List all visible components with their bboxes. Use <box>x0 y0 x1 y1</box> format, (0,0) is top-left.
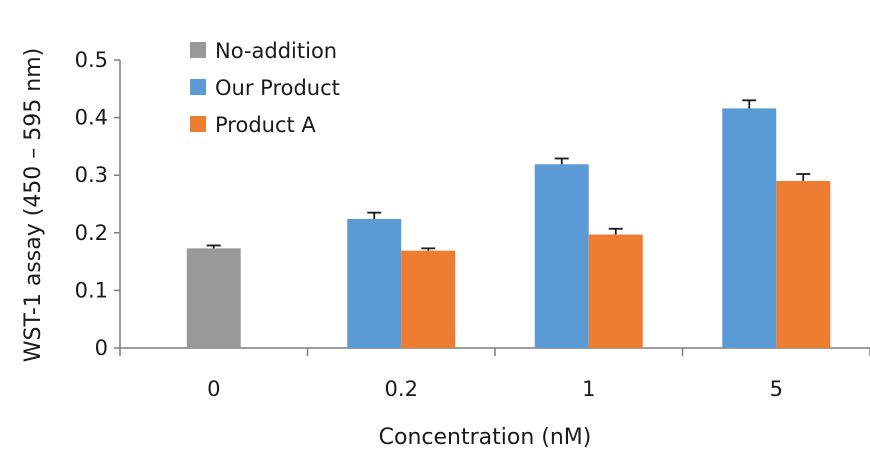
y-tick-label: 0.2 <box>75 221 108 245</box>
x-axis: 0 0.2 1 5 <box>119 347 870 401</box>
bar-product-a-1 <box>588 234 643 348</box>
x-tick-label: 5 <box>770 377 783 401</box>
bar-our-product-5 <box>722 108 777 348</box>
y-axis: 0 0.1 0.2 0.3 0.4 0.5 <box>75 48 121 360</box>
y-tick-label: 0 <box>95 336 108 360</box>
legend-swatch <box>190 42 206 58</box>
bar-product-a-5 <box>776 180 831 348</box>
x-tick-label: 0.2 <box>385 377 418 401</box>
y-tick-label: 0.5 <box>75 48 108 72</box>
y-axis-title: WST-1 assay (450 – 595 nm) <box>21 48 46 362</box>
x-tick-label: 0 <box>207 377 220 401</box>
bars <box>186 108 831 348</box>
bar-product-a-0-2 <box>401 250 456 348</box>
y-tick-label: 0.3 <box>75 163 108 187</box>
legend-label: Our Product <box>215 76 340 100</box>
legend-swatch <box>190 79 206 95</box>
y-tick-label: 0.4 <box>75 106 108 130</box>
bar-our-product-1 <box>534 164 589 348</box>
error-bars <box>206 99 811 251</box>
x-axis-title: Concentration (nM) <box>379 425 592 450</box>
y-tick-label: 0.1 <box>75 278 108 302</box>
x-tick-label: 1 <box>582 377 595 401</box>
legend-label: Product A <box>215 113 316 137</box>
legend-label: No-addition <box>215 39 337 63</box>
legend: No-addition Our Product Product A <box>190 39 340 137</box>
bar-no-addition-0 <box>186 248 241 348</box>
legend-swatch <box>190 116 206 132</box>
bar-our-product-0-2 <box>347 218 402 348</box>
